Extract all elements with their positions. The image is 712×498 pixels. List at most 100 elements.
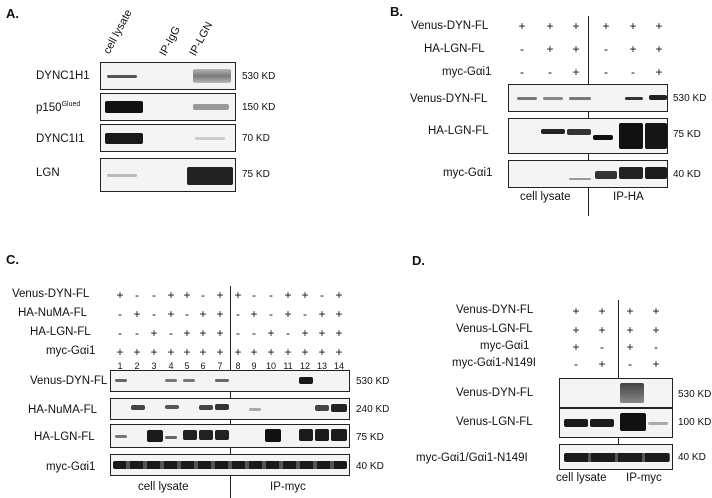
sign: - [286, 326, 290, 340]
sign: + [284, 288, 292, 302]
blot-strip-b-myc [508, 160, 668, 188]
blot-label: myc-Gαi1/Gαi1-N149I [416, 452, 528, 464]
condition-label: HA-NuMA-FL [18, 307, 88, 319]
sign: + [150, 326, 158, 340]
sign: + [655, 19, 663, 33]
lane-number: 14 [333, 361, 344, 371]
lane-number: 13 [316, 361, 327, 371]
blot-label-lgn: LGN [36, 167, 60, 179]
sign: + [572, 304, 580, 318]
condition-label: Venus-LGN-FL [456, 323, 533, 335]
condition-label: myc-Gαi1 [46, 345, 96, 357]
condition-label: myc-Gαi1 [442, 66, 492, 78]
panel-c-divider [230, 286, 231, 498]
size-dync1i1: 70 KD [242, 133, 270, 144]
lane-number: 9 [251, 361, 257, 371]
sign: + [199, 326, 207, 340]
sign: + [167, 307, 175, 321]
sign: + [216, 288, 224, 302]
sign: - [269, 288, 273, 302]
panel-d-letter: D. [412, 253, 425, 268]
lane-number: 1 [117, 361, 123, 371]
size-label: 40 KD [678, 452, 706, 463]
lane-label-ip-lgn: IP-LGN [187, 19, 216, 58]
size-label: 530 KD [356, 376, 390, 387]
blot-label-dync1h1: DYNC1H1 [36, 70, 90, 82]
sign: - [520, 65, 524, 79]
condition-label: HA-LGN-FL [30, 326, 91, 338]
sign: + [250, 307, 258, 321]
group-label: cell lysate [138, 481, 189, 493]
sign: + [216, 326, 224, 340]
sign: + [335, 345, 343, 359]
panel-c-letter: C. [6, 252, 19, 267]
sign: + [116, 345, 124, 359]
blot-strip-lgn [100, 158, 236, 192]
sign: + [335, 288, 343, 302]
lane-number: 11 [283, 361, 293, 371]
blot-strip-c-ha-numa [110, 398, 350, 420]
sign: + [572, 19, 580, 33]
lane-number: 10 [265, 361, 276, 371]
size-label: 75 KD [673, 129, 701, 140]
blot-strip-c-venus-dyn [110, 370, 350, 392]
blot-strip-c-myc [110, 454, 350, 476]
sign: - [118, 326, 122, 340]
blot-label-p150: p150Glued [36, 101, 81, 114]
sign: + [133, 345, 141, 359]
sign: + [655, 65, 663, 79]
blot-strip-d-venus-dyn [559, 378, 673, 408]
blot-strip-b-venus-dyn [508, 84, 668, 112]
sign: + [598, 323, 606, 337]
sign: + [167, 288, 175, 302]
sign: + [652, 323, 660, 337]
size-label: 530 KD [678, 389, 712, 400]
lane-number: 8 [235, 361, 241, 371]
blot-strip-dync1i1 [100, 124, 236, 152]
sign: + [546, 19, 554, 33]
sign: + [150, 345, 158, 359]
blot-label-dync1i1: DYNC1I1 [36, 133, 85, 145]
lane-number: 4 [168, 361, 174, 371]
sign: + [598, 357, 606, 371]
group-label: IP-myc [626, 472, 662, 484]
group-label: IP-myc [270, 481, 306, 493]
sign: - [628, 357, 632, 371]
sign: + [267, 326, 275, 340]
sign: - [252, 326, 256, 340]
size-label: 40 KD [356, 461, 384, 472]
group-label: cell lysate [556, 472, 607, 484]
sign: + [183, 288, 191, 302]
sign: + [133, 307, 141, 321]
size-lgn: 75 KD [242, 169, 270, 180]
sign: + [267, 345, 275, 359]
size-label: 100 KD [678, 417, 712, 428]
condition-label: HA-LGN-FL [424, 43, 485, 55]
lane-number: 2 [134, 361, 140, 371]
sign: - [604, 65, 608, 79]
sign: - [252, 288, 256, 302]
sign: - [152, 288, 156, 302]
sign: + [629, 42, 637, 56]
size-label: 75 KD [356, 432, 384, 443]
sign: + [183, 326, 191, 340]
sign: - [600, 340, 604, 354]
sign: + [546, 42, 554, 56]
sign: + [629, 19, 637, 33]
sign: + [572, 340, 580, 354]
lane-number: 5 [184, 361, 190, 371]
blot-label: HA-LGN-FL [428, 125, 489, 137]
sign: + [250, 345, 258, 359]
lane-number: 7 [217, 361, 223, 371]
blot-strip-b-ha-lgn [508, 118, 668, 154]
sign: - [303, 307, 307, 321]
blot-label: HA-LGN-FL [34, 431, 95, 443]
sign: + [116, 288, 124, 302]
sign: + [655, 42, 663, 56]
sign: + [301, 288, 309, 302]
size-dync1h1: 530 KD [242, 71, 276, 82]
blot-strip-d-venus-lgn [559, 408, 673, 438]
sign: + [199, 345, 207, 359]
sign: + [183, 345, 191, 359]
sign: + [199, 307, 207, 321]
